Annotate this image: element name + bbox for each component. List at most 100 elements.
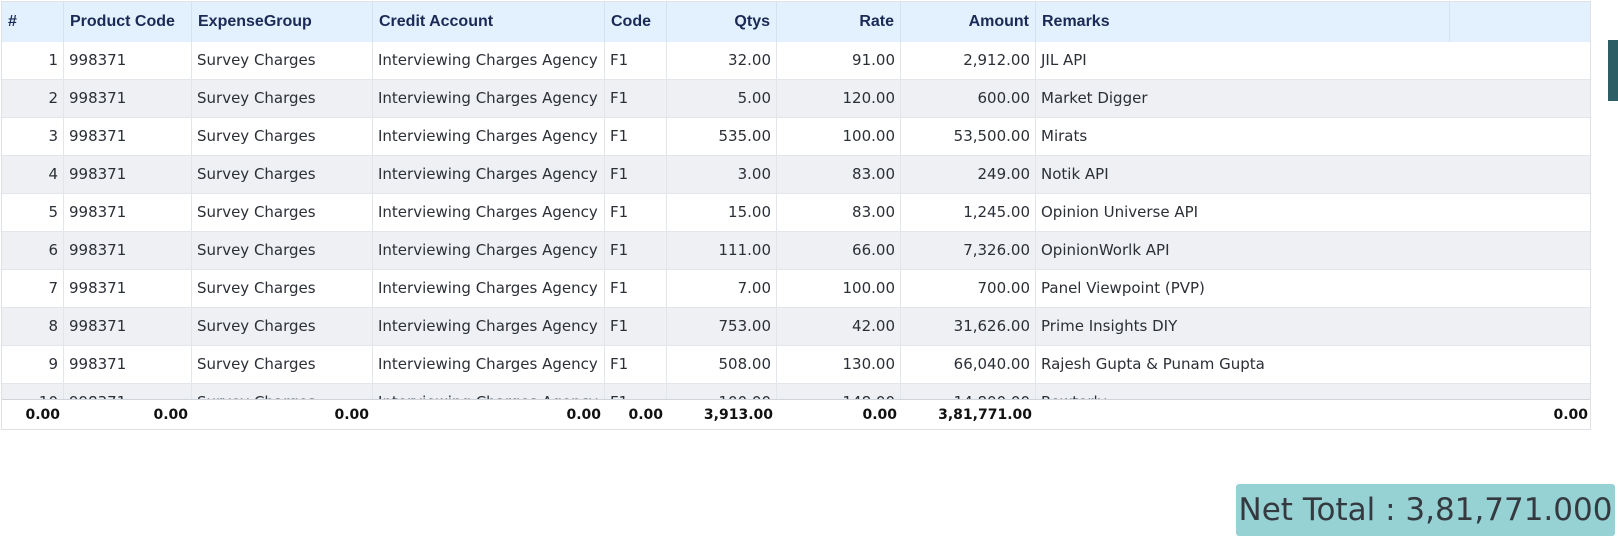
- table-row[interactable]: 4 998371 Survey Charges Interviewing Cha…: [2, 156, 1590, 194]
- cell-expense-group: Survey Charges: [192, 232, 373, 269]
- cell-credit-account: Interviewing Charges Agency: [373, 270, 605, 307]
- cell-number: 7: [2, 270, 64, 307]
- cell-number: 4: [2, 156, 64, 193]
- total-expense-group: 0.00: [334, 407, 369, 423]
- table-row[interactable]: 5 998371 Survey Charges Interviewing Cha…: [2, 194, 1590, 232]
- cell-qtys: 15.00: [667, 194, 777, 231]
- cell-expense-group: Survey Charges: [192, 384, 373, 399]
- table-row[interactable]: 9 998371 Survey Charges Interviewing Cha…: [2, 346, 1590, 384]
- grid-header: # Product Code ExpenseGroup Credit Accou…: [2, 2, 1590, 42]
- table-row[interactable]: 6 998371 Survey Charges Interviewing Cha…: [2, 232, 1590, 270]
- table-row[interactable]: 7 998371 Survey Charges Interviewing Cha…: [2, 270, 1590, 308]
- table-row[interactable]: 1 998371 Survey Charges Interviewing Cha…: [2, 42, 1590, 80]
- cell-expense-group: Survey Charges: [192, 194, 373, 231]
- col-header-product-code[interactable]: Product Code: [64, 2, 192, 42]
- table-row[interactable]: 10 998371 Survey Charges Interviewing Ch…: [2, 384, 1590, 399]
- table-row[interactable]: 3 998371 Survey Charges Interviewing Cha…: [2, 118, 1590, 156]
- cell-number: 2: [2, 80, 64, 117]
- cell-amount: 249.00: [901, 156, 1036, 193]
- cell-rate: 130.00: [777, 346, 901, 383]
- total-amount: 3,81,771.00: [938, 407, 1032, 423]
- col-header-code[interactable]: Code: [605, 2, 667, 42]
- cell-remarks: Rewterly: [1036, 384, 1590, 399]
- cell-credit-account: Interviewing Charges Agency: [373, 42, 605, 79]
- cell-code: F1: [605, 156, 667, 193]
- cell-code: F1: [605, 384, 667, 399]
- cell-amount: 66,040.00: [901, 346, 1036, 383]
- col-header-number[interactable]: #: [2, 2, 64, 42]
- total-rate: 0.00: [862, 407, 897, 423]
- cell-remarks: JIL API: [1036, 42, 1590, 79]
- cell-number: 5: [2, 194, 64, 231]
- cell-rate: 100.00: [777, 270, 901, 307]
- cell-qtys: 100.00: [667, 384, 777, 399]
- cell-remarks: Notik API: [1036, 156, 1590, 193]
- cell-rate: 100.00: [777, 118, 901, 155]
- col-header-credit-account[interactable]: Credit Account: [373, 2, 605, 42]
- cell-amount: 600.00: [901, 80, 1036, 117]
- cell-amount: 7,326.00: [901, 232, 1036, 269]
- cell-qtys: 535.00: [667, 118, 777, 155]
- cell-product-code: 998371: [64, 194, 192, 231]
- col-header-remarks[interactable]: Remarks: [1036, 2, 1450, 42]
- total-product-code: 0.00: [153, 407, 188, 423]
- total-qtys: 3,913.00: [703, 407, 773, 423]
- cell-product-code: 998371: [64, 232, 192, 269]
- cell-expense-group: Survey Charges: [192, 42, 373, 79]
- cell-number: 10: [2, 384, 64, 399]
- col-header-amount[interactable]: Amount: [901, 2, 1036, 42]
- total-code: 0.00: [628, 407, 663, 423]
- cell-qtys: 753.00: [667, 308, 777, 345]
- cell-remarks: Panel Viewpoint (PVP): [1036, 270, 1590, 307]
- total-number: 0.00: [25, 407, 60, 423]
- cell-code: F1: [605, 42, 667, 79]
- cell-qtys: 508.00: [667, 346, 777, 383]
- cell-number: 8: [2, 308, 64, 345]
- cell-qtys: 5.00: [667, 80, 777, 117]
- vertical-scrollbar-thumb[interactable]: [1608, 40, 1618, 101]
- col-header-extra[interactable]: [1450, 2, 1590, 42]
- cell-credit-account: Interviewing Charges Agency: [373, 80, 605, 117]
- cell-product-code: 998371: [64, 384, 192, 399]
- cell-credit-account: Interviewing Charges Agency: [373, 118, 605, 155]
- cell-qtys: 7.00: [667, 270, 777, 307]
- col-header-rate[interactable]: Rate: [777, 2, 901, 42]
- cell-code: F1: [605, 232, 667, 269]
- cell-rate: 148.00: [777, 384, 901, 399]
- cell-expense-group: Survey Charges: [192, 346, 373, 383]
- cell-number: 3: [2, 118, 64, 155]
- cell-remarks: Market Digger: [1036, 80, 1590, 117]
- cell-number: 6: [2, 232, 64, 269]
- table-row[interactable]: 2 998371 Survey Charges Interviewing Cha…: [2, 80, 1590, 118]
- cell-product-code: 998371: [64, 42, 192, 79]
- cell-code: F1: [605, 80, 667, 117]
- cell-remarks: Mirats: [1036, 118, 1590, 155]
- cell-credit-account: Interviewing Charges Agency: [373, 346, 605, 383]
- col-header-expense-group[interactable]: ExpenseGroup: [192, 2, 373, 42]
- cell-rate: 83.00: [777, 194, 901, 231]
- cell-code: F1: [605, 270, 667, 307]
- cell-credit-account: Interviewing Charges Agency: [373, 194, 605, 231]
- cell-product-code: 998371: [64, 308, 192, 345]
- table-row[interactable]: 8 998371 Survey Charges Interviewing Cha…: [2, 308, 1590, 346]
- cell-number: 9: [2, 346, 64, 383]
- cell-expense-group: Survey Charges: [192, 270, 373, 307]
- cell-code: F1: [605, 308, 667, 345]
- cell-qtys: 32.00: [667, 42, 777, 79]
- cell-rate: 42.00: [777, 308, 901, 345]
- grid-footer-totals: 0.00 0.00 0.00 0.00 0.00 3,913.00 0.00 3…: [2, 399, 1590, 429]
- cell-amount: 53,500.00: [901, 118, 1036, 155]
- total-credit-account: 0.00: [566, 407, 601, 423]
- col-header-qtys[interactable]: Qtys: [667, 2, 777, 42]
- cell-product-code: 998371: [64, 270, 192, 307]
- cell-amount: 14,800.00: [901, 384, 1036, 399]
- cell-product-code: 998371: [64, 80, 192, 117]
- cell-rate: 120.00: [777, 80, 901, 117]
- cell-amount: 31,626.00: [901, 308, 1036, 345]
- cell-remarks: Rajesh Gupta & Punam Gupta: [1036, 346, 1590, 383]
- cell-rate: 83.00: [777, 156, 901, 193]
- cell-product-code: 998371: [64, 346, 192, 383]
- cell-credit-account: Interviewing Charges Agency: [373, 384, 605, 399]
- cell-remarks: Opinion Universe API: [1036, 194, 1590, 231]
- expense-grid: # Product Code ExpenseGroup Credit Accou…: [1, 1, 1591, 430]
